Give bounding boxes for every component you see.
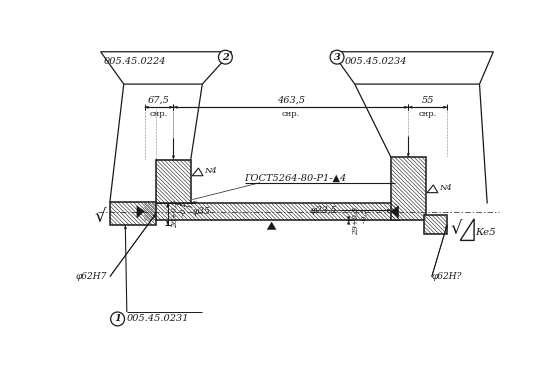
Polygon shape <box>407 154 409 157</box>
Circle shape <box>330 50 344 64</box>
Bar <box>391 157 426 220</box>
Text: 1: 1 <box>114 315 121 323</box>
Text: √: √ <box>451 220 462 238</box>
Polygon shape <box>444 106 447 108</box>
Polygon shape <box>101 52 231 84</box>
Text: 463,5: 463,5 <box>277 96 305 105</box>
Text: Ке5: Ке5 <box>475 228 496 237</box>
Text: снр.: снр. <box>150 110 168 118</box>
Text: 2: 2 <box>222 53 229 62</box>
Bar <box>156 160 191 203</box>
Text: 005.45.0231: 005.45.0231 <box>127 315 189 323</box>
Text: 005.45.0224: 005.45.0224 <box>104 57 166 66</box>
Text: 26+0,5
     -0,5: 26+0,5 -0,5 <box>170 200 187 228</box>
Polygon shape <box>137 206 144 218</box>
Polygon shape <box>144 106 148 108</box>
Text: φ62Н?: φ62Н? <box>432 272 462 281</box>
Polygon shape <box>347 220 350 224</box>
Bar <box>110 202 156 225</box>
Polygon shape <box>408 106 412 108</box>
Text: N4: N4 <box>438 184 451 192</box>
Text: 005.45.0234: 005.45.0234 <box>345 57 407 66</box>
Text: 55: 55 <box>422 96 434 105</box>
Text: 67,5: 67,5 <box>148 96 170 105</box>
Text: φ62Н7: φ62Н7 <box>75 272 106 281</box>
Polygon shape <box>174 106 178 108</box>
Polygon shape <box>347 217 350 220</box>
Polygon shape <box>332 52 493 84</box>
Text: φ35: φ35 <box>192 207 210 216</box>
Text: снр.: снр. <box>282 110 300 118</box>
Circle shape <box>111 312 124 326</box>
Bar <box>144 203 399 220</box>
Polygon shape <box>166 203 169 207</box>
Polygon shape <box>124 225 127 229</box>
Polygon shape <box>170 106 174 108</box>
Polygon shape <box>267 222 276 230</box>
Polygon shape <box>404 106 408 108</box>
Bar <box>424 215 447 234</box>
Polygon shape <box>166 221 169 225</box>
Text: 29+0,5
     -0,5: 29+0,5 -0,5 <box>351 206 368 234</box>
Text: снр.: снр. <box>418 110 437 118</box>
Text: N4: N4 <box>204 167 217 175</box>
Polygon shape <box>391 206 399 218</box>
Polygon shape <box>153 214 156 217</box>
Polygon shape <box>191 201 195 204</box>
Text: φ23,5: φ23,5 <box>310 206 337 215</box>
Text: √: √ <box>95 208 106 226</box>
Polygon shape <box>172 156 175 160</box>
Polygon shape <box>445 225 447 229</box>
Polygon shape <box>387 209 391 212</box>
Text: 3: 3 <box>334 53 340 62</box>
Text: ГОСТ5264-80-Р1-▲4: ГОСТ5264-80-Р1-▲4 <box>245 174 347 183</box>
Circle shape <box>218 50 232 64</box>
